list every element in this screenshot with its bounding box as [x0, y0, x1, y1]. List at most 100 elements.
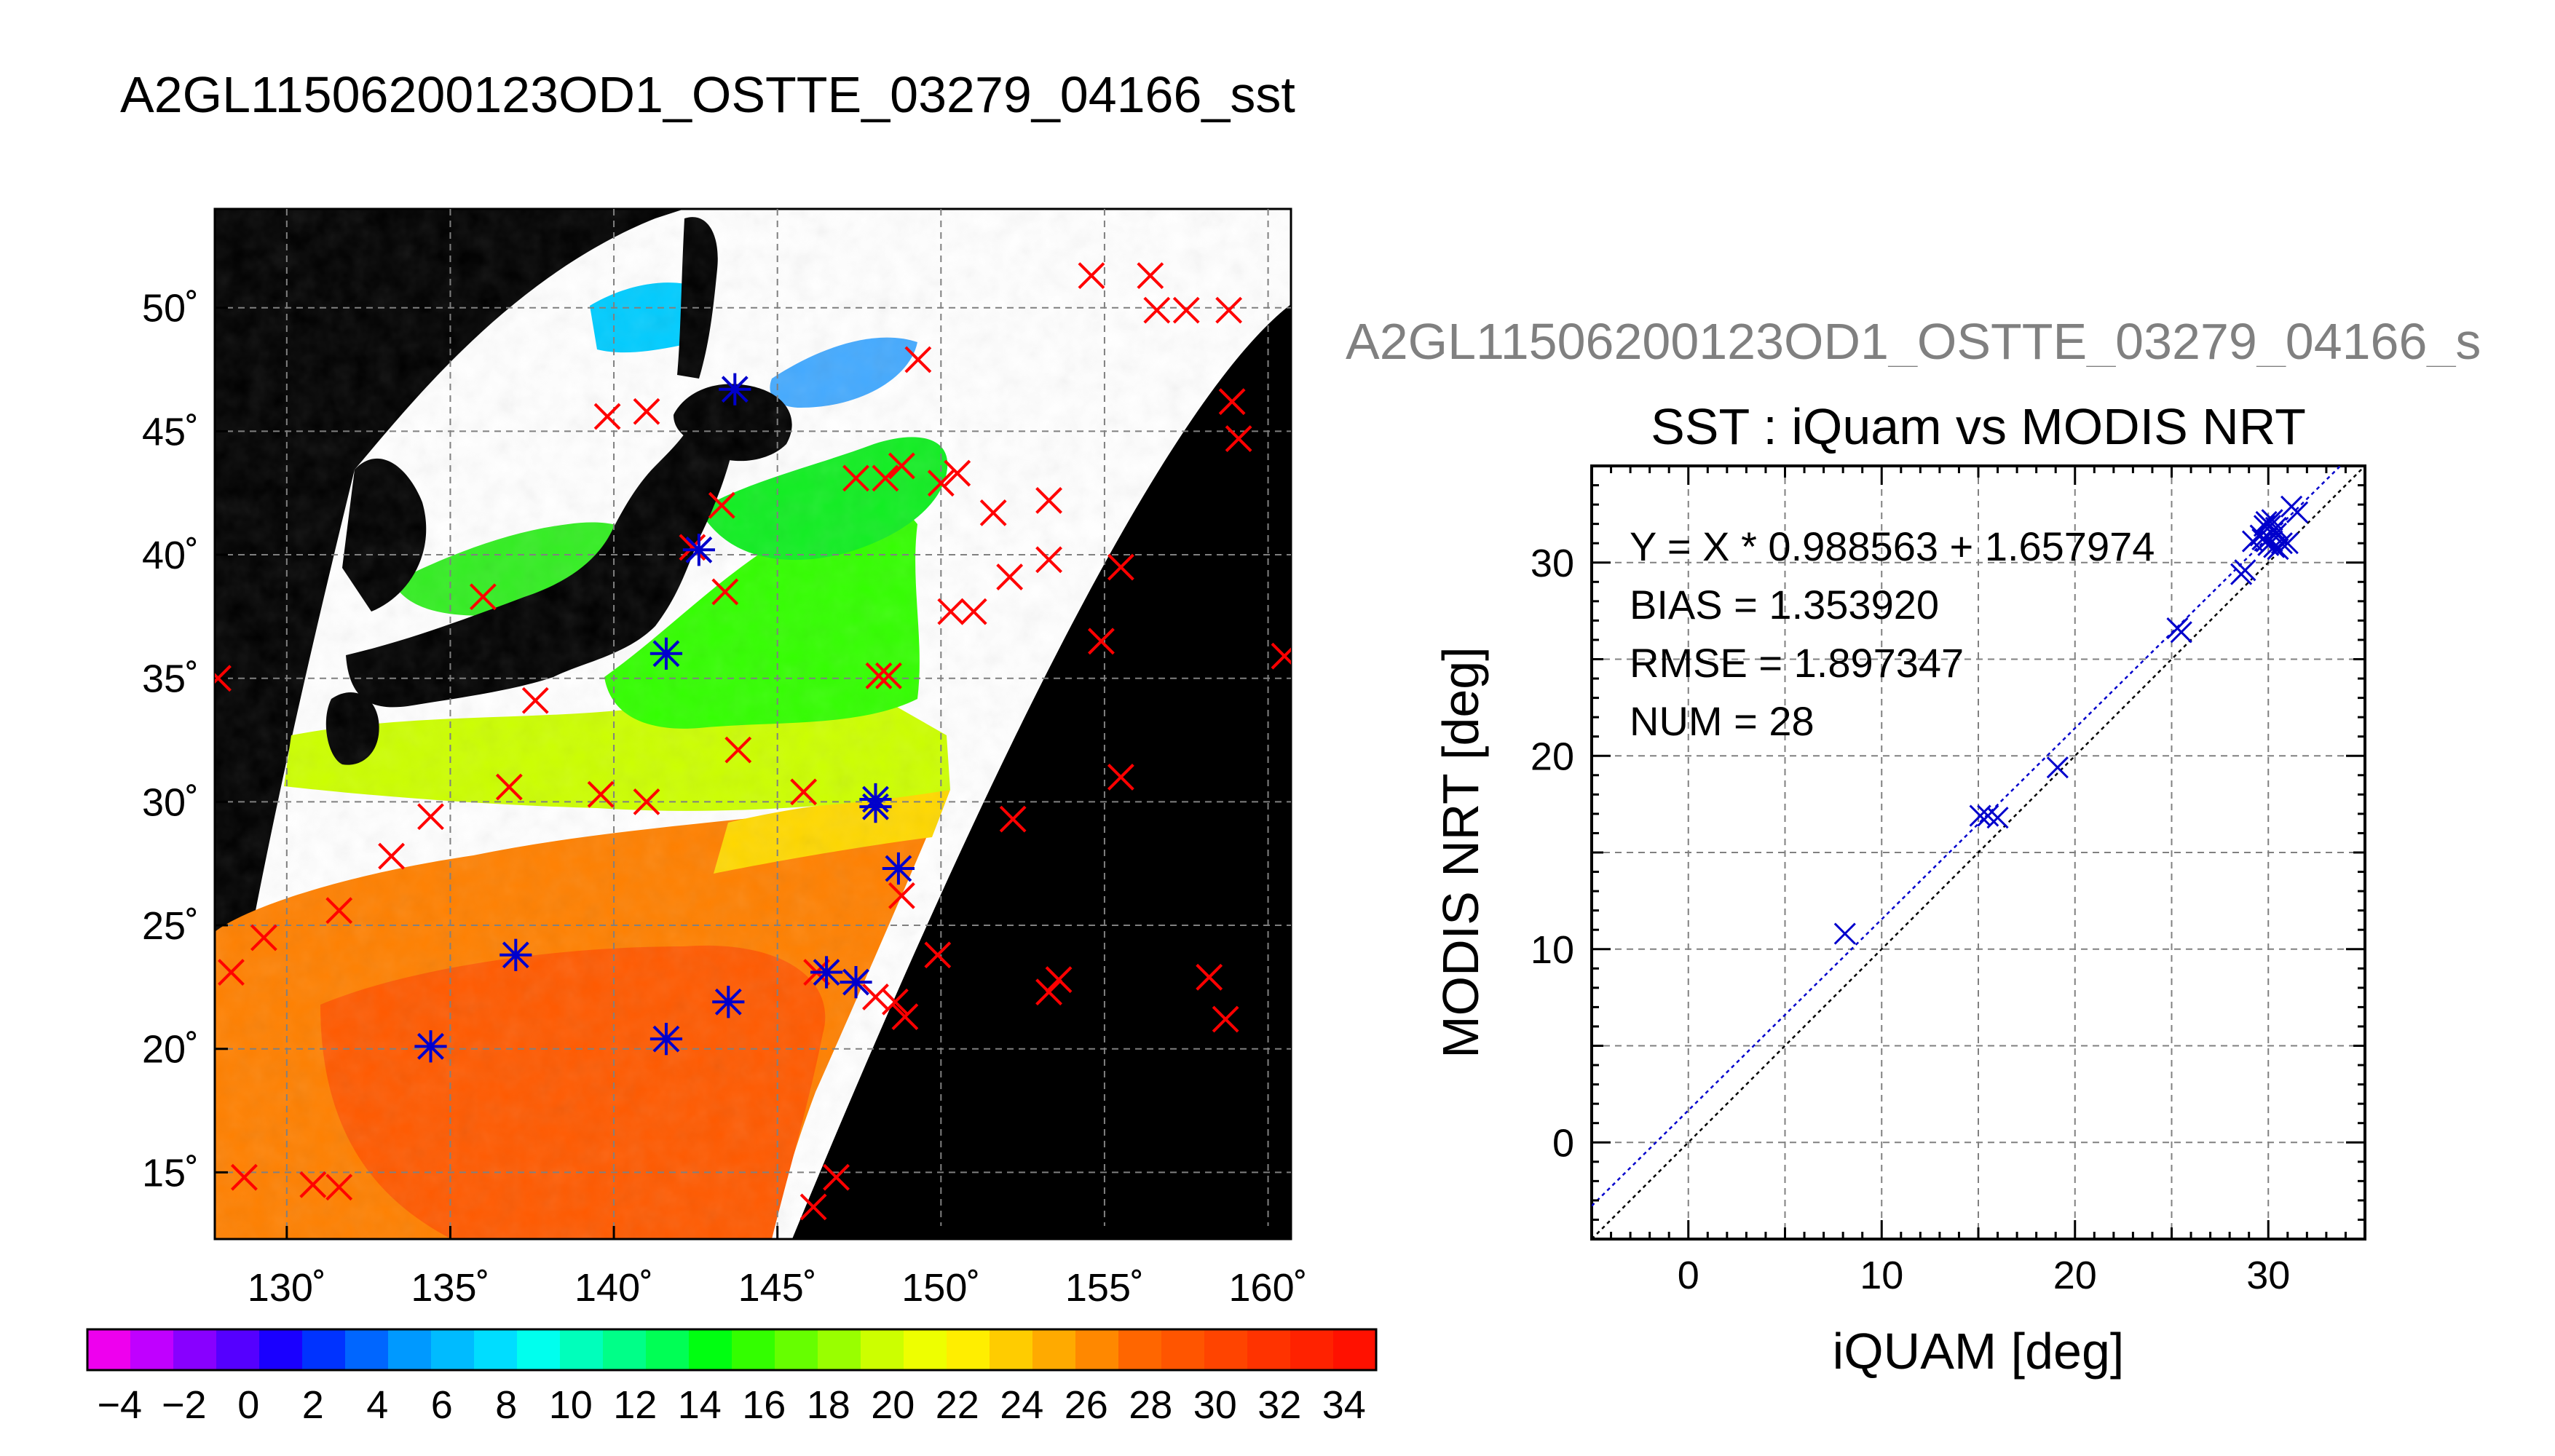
scatter-point — [2286, 501, 2309, 523]
map-marker-x — [979, 499, 1007, 526]
stat-rmse: RMSE = 1.897347 — [1630, 640, 1964, 686]
map-y-tick-label: 50˚ — [142, 287, 199, 331]
scatter-point — [2234, 559, 2256, 582]
scatter-x-axis-label: iQUAM [deg] — [1833, 1323, 2125, 1380]
map-marker-x — [1137, 262, 1164, 290]
colorbar-tick-label: 24 — [1000, 1383, 1043, 1427]
scatter-point — [2257, 513, 2280, 535]
map-marker-x — [417, 803, 444, 831]
map-marker-x — [1088, 628, 1115, 655]
colorbar-segment — [1118, 1329, 1162, 1370]
map-marker-x — [325, 1174, 353, 1201]
map-marker-x — [888, 882, 915, 909]
map-marker-x — [1045, 966, 1073, 994]
sst-map: 130˚ 135˚ 140˚ 145˚ 150˚ 155˚ 160˚ 50˚ 45˚ 40˚ 35… — [142, 207, 1308, 1310]
map-marker-star — [414, 1030, 447, 1063]
colorbar-segment — [173, 1329, 217, 1370]
map-marker-star — [682, 534, 715, 566]
map-marker-x — [299, 1171, 327, 1198]
colorbar-tick-label: 8 — [495, 1383, 517, 1427]
colorbar-tick-label: 26 — [1065, 1383, 1108, 1427]
map-marker-x — [378, 842, 406, 870]
scatter-points — [1833, 495, 2309, 945]
colorbar-tick-label: 22 — [936, 1383, 979, 1427]
map-marker-x — [799, 1193, 827, 1221]
map-marker-star — [649, 1023, 683, 1056]
scatter-y-tick-labels: 0 10 20 30 — [1531, 542, 1574, 1166]
colorbar-tick-label: −4 — [97, 1383, 142, 1427]
colorbar-segment — [1290, 1329, 1334, 1370]
map-marker-x — [790, 778, 818, 806]
scatter-x-tick-label: 10 — [1860, 1254, 1903, 1297]
map-marker-x — [1078, 262, 1105, 290]
colorbar-tick-labels: −4 −2 0 2 4 6 8 10 12 14 16 18 20 22 24 26 28 30 32 34 — [97, 1383, 1365, 1427]
colorbar-tick-label: 28 — [1129, 1383, 1172, 1427]
map-marker-x — [888, 452, 915, 480]
colorbar-segment — [1075, 1329, 1119, 1370]
map-x-tick-label: 160˚ — [1229, 1266, 1308, 1310]
map-marker-star — [840, 966, 872, 999]
map-marker-x — [924, 941, 952, 969]
map-y-tick-label: 45˚ — [142, 410, 199, 454]
colorbar-frame — [86, 1328, 1378, 1372]
map-marker-star — [719, 373, 751, 405]
map-y-tick-label: 20˚ — [142, 1028, 199, 1072]
scatter-point — [1977, 804, 1999, 827]
colorbar-segment — [517, 1329, 561, 1370]
colorbar-segments — [87, 1329, 1377, 1370]
map-marker-x — [1035, 546, 1062, 574]
map-marker-x — [495, 773, 523, 801]
colorbar-tick-label: 34 — [1322, 1383, 1366, 1427]
colorbar-tick-label: 18 — [807, 1383, 850, 1427]
scatter-y-tick-label: 20 — [1531, 735, 1574, 778]
scatter-y-tick-label: 10 — [1531, 928, 1574, 972]
map-marker-x — [231, 1163, 258, 1191]
map-marker-x — [842, 464, 869, 492]
scatter-point — [2046, 756, 2069, 779]
map-marker-x — [593, 403, 621, 430]
figure-title: A2GL11506200123OD1_OSTTE_03279_04166_sst — [120, 66, 1295, 123]
map-marker-x — [823, 1163, 850, 1191]
map-marker-star — [649, 637, 683, 670]
map-y-tick-label: 40˚ — [142, 534, 199, 577]
colorbar-segment — [904, 1329, 947, 1370]
scatter-point — [1986, 807, 2009, 829]
colorbar-segment — [87, 1329, 131, 1370]
sst-colorbar: −4 −2 0 2 4 6 8 10 12 14 16 18 20 22 24 26 28 30 32 34 — [86, 1328, 1378, 1427]
colorbar-tick-label: 12 — [613, 1383, 657, 1427]
map-marker-star — [882, 852, 915, 885]
scatter-x-tick-label: 20 — [2053, 1254, 2097, 1297]
map-marker-x — [587, 780, 615, 808]
map-marker-x — [1035, 978, 1062, 1006]
map-marker-star — [712, 986, 745, 1018]
map-marker-x — [944, 459, 971, 487]
map-x-tick-label: 150˚ — [901, 1266, 980, 1310]
colorbar-segment — [1032, 1329, 1076, 1370]
colorbar-segment — [388, 1329, 432, 1370]
colorbar-segment — [818, 1329, 861, 1370]
scatter-point — [2276, 532, 2299, 555]
map-x-tick-label: 145˚ — [738, 1266, 817, 1310]
colorbar-segment — [732, 1329, 775, 1370]
colorbar-tick-label: −2 — [162, 1383, 207, 1427]
map-marker-x — [679, 534, 706, 561]
colorbar-tick-label: 16 — [742, 1383, 786, 1427]
scatter-y-tick-label: 0 — [1552, 1121, 1574, 1165]
one-to-one-line — [1592, 466, 2365, 1239]
map-y-tick-label: 25˚ — [142, 904, 199, 948]
colorbar-segment — [775, 1329, 818, 1370]
map-marker-x — [633, 397, 660, 425]
scatter-point — [1833, 922, 1856, 945]
map-marker-x — [891, 1003, 919, 1031]
map-marker-star — [859, 791, 892, 823]
map-y-tick-label: 30˚ — [142, 780, 199, 824]
colorbar-tick-label: 30 — [1193, 1383, 1237, 1427]
map-marker-star — [810, 956, 843, 989]
scatter-title: SST : iQuam vs MODIS NRT — [1651, 398, 2306, 455]
scatter-stats: Y = X * 0.988563 + 1.657974 BIAS = 1.353… — [1630, 523, 2155, 744]
map-marker-star — [499, 938, 532, 971]
scatter-caption: A2GL11506200123OD1_OSTTE_03279_04166_s — [1346, 316, 2481, 367]
map-marker-x — [875, 662, 902, 689]
colorbar-segment — [947, 1329, 990, 1370]
